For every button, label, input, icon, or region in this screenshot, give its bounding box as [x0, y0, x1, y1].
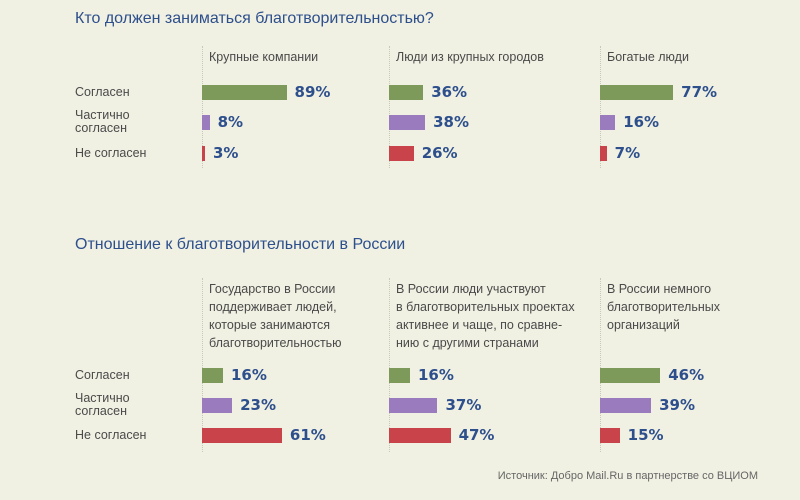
- data-label: 15%: [627, 426, 664, 444]
- column-header: Люди из крупных городов: [396, 50, 544, 64]
- bar-agree: [389, 85, 424, 100]
- data-label: 7%: [614, 144, 641, 162]
- bar-partial: [202, 115, 210, 130]
- row-label: Согласен: [75, 368, 130, 382]
- data-label: 23%: [240, 396, 277, 414]
- data-label: 61%: [289, 426, 326, 444]
- bar-disagree: [600, 146, 607, 161]
- data-label: 26%: [421, 144, 458, 162]
- bar-partial: [389, 115, 426, 130]
- source-note: Источник: Добро Mail.Ru в партнерстве со…: [497, 470, 758, 482]
- column-divider: [600, 278, 601, 452]
- data-label: 37%: [445, 396, 482, 414]
- bar-partial: [389, 398, 438, 413]
- data-label: 16%: [417, 366, 454, 384]
- bar-agree: [202, 85, 287, 100]
- row-label: Не согласен: [75, 428, 147, 442]
- bar-agree: [600, 85, 674, 100]
- column-divider: [389, 278, 390, 452]
- row-label: Не согласен: [75, 146, 147, 160]
- row-label: Частично согласен: [75, 108, 130, 135]
- data-label: 16%: [623, 113, 660, 131]
- bar-partial: [600, 398, 652, 413]
- bar-disagree: [202, 146, 205, 161]
- data-label: 16%: [230, 366, 267, 384]
- bar-partial: [600, 115, 616, 130]
- column-header: Государство в России поддерживает людей, к…: [209, 282, 342, 350]
- column-divider: [202, 46, 203, 168]
- bar-disagree: [389, 428, 451, 443]
- data-label: 8%: [217, 113, 244, 131]
- bar-disagree: [202, 428, 282, 443]
- row-label: Согласен: [75, 85, 130, 99]
- bar-agree: [202, 368, 223, 383]
- data-label: 89%: [294, 83, 331, 101]
- chart-title: Отношение к благотворительности в России: [75, 236, 406, 253]
- bar-agree: [389, 368, 410, 383]
- data-label: 3%: [213, 144, 239, 162]
- column-header: Богатые люди: [607, 50, 689, 64]
- column-header: Крупные компании: [209, 50, 319, 64]
- row-label: Частично согласен: [75, 391, 130, 418]
- bar-agree: [600, 368, 661, 383]
- bar-disagree: [600, 428, 620, 443]
- column-divider: [389, 46, 390, 168]
- bar-partial: [202, 398, 233, 413]
- column-header: В России люди участвуют в благотворительн…: [396, 282, 575, 350]
- column-divider: [600, 46, 601, 168]
- data-label: 38%: [433, 113, 469, 131]
- data-label: 46%: [668, 366, 705, 384]
- data-label: 47%: [458, 426, 495, 444]
- column-divider: [202, 278, 203, 452]
- data-label: 39%: [659, 396, 695, 414]
- data-label: 77%: [681, 83, 718, 101]
- column-header: В России немного благотворительных организ…: [607, 282, 720, 332]
- bar-disagree: [389, 146, 414, 161]
- chart-title: Кто должен заниматься благотворительност…: [75, 10, 434, 27]
- data-label: 36%: [431, 83, 468, 101]
